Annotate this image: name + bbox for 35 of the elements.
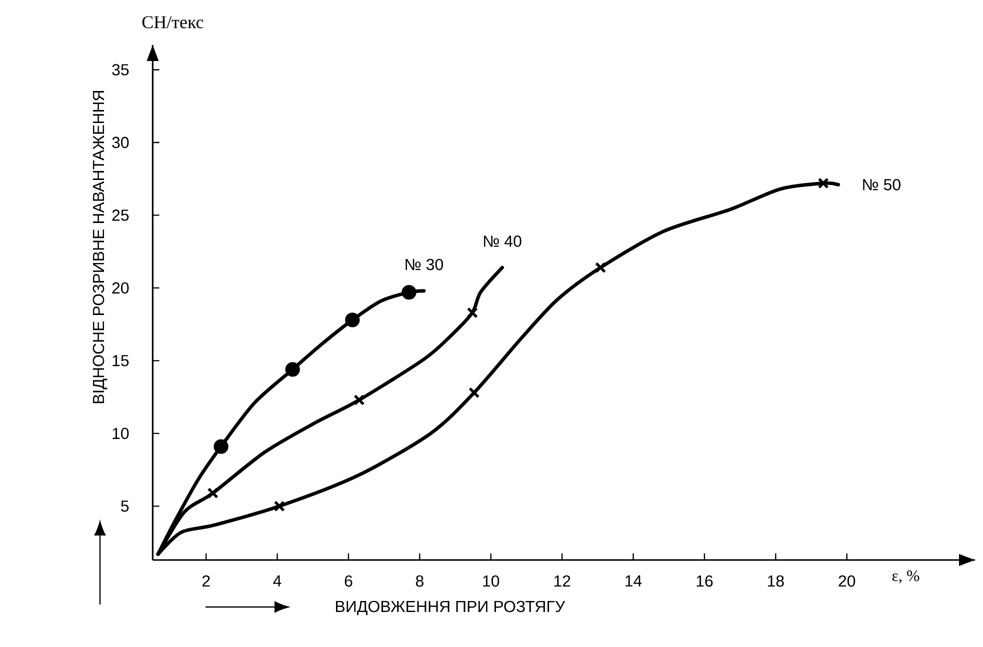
series-label: № 50 <box>863 179 900 190</box>
point <box>345 312 360 328</box>
y-tick-label: 5 <box>121 500 129 512</box>
x-axis-title: ВИДОВЖЕННЯ ПРИ РОЗТЯГУ <box>336 600 566 616</box>
x-tick-label: 2 <box>202 575 210 587</box>
point <box>285 362 300 377</box>
y-tick-label: 15 <box>112 355 129 366</box>
x-tick-label: 8 <box>416 575 424 587</box>
point <box>274 500 285 512</box>
x-tick-label: 14 <box>626 575 642 586</box>
point <box>466 307 478 318</box>
series-label: № 40 <box>484 236 522 247</box>
x-tick-label: 6 <box>344 575 352 587</box>
y-tick-label: 25 <box>112 210 129 221</box>
point <box>818 178 829 189</box>
point <box>214 439 228 454</box>
y-tick-label: 10 <box>112 428 129 440</box>
series-label: № 30 <box>406 258 444 270</box>
y-tick-label: 35 <box>112 64 129 76</box>
point <box>207 488 218 499</box>
text: СН/текс <box>142 16 204 28</box>
x-tick-label: 18 <box>768 575 784 587</box>
point <box>354 394 365 406</box>
y-axis-title: ВІДНОСНЕ РОЗРИВНЕ НАВАНТАЖЕННЯ <box>92 91 108 404</box>
y-tick-label: 30 <box>112 136 129 148</box>
text: ε, % <box>892 570 920 584</box>
point <box>468 387 480 398</box>
point <box>402 284 416 300</box>
point <box>594 262 606 274</box>
x-tick-label: 20 <box>838 575 856 587</box>
x-tick-label: 4 <box>273 575 282 586</box>
x-tick-label: 10 <box>483 575 500 587</box>
x-tick-label: 16 <box>696 575 713 587</box>
y-tick-label: 20 <box>112 282 129 294</box>
x-tick-label: 12 <box>554 575 570 587</box>
